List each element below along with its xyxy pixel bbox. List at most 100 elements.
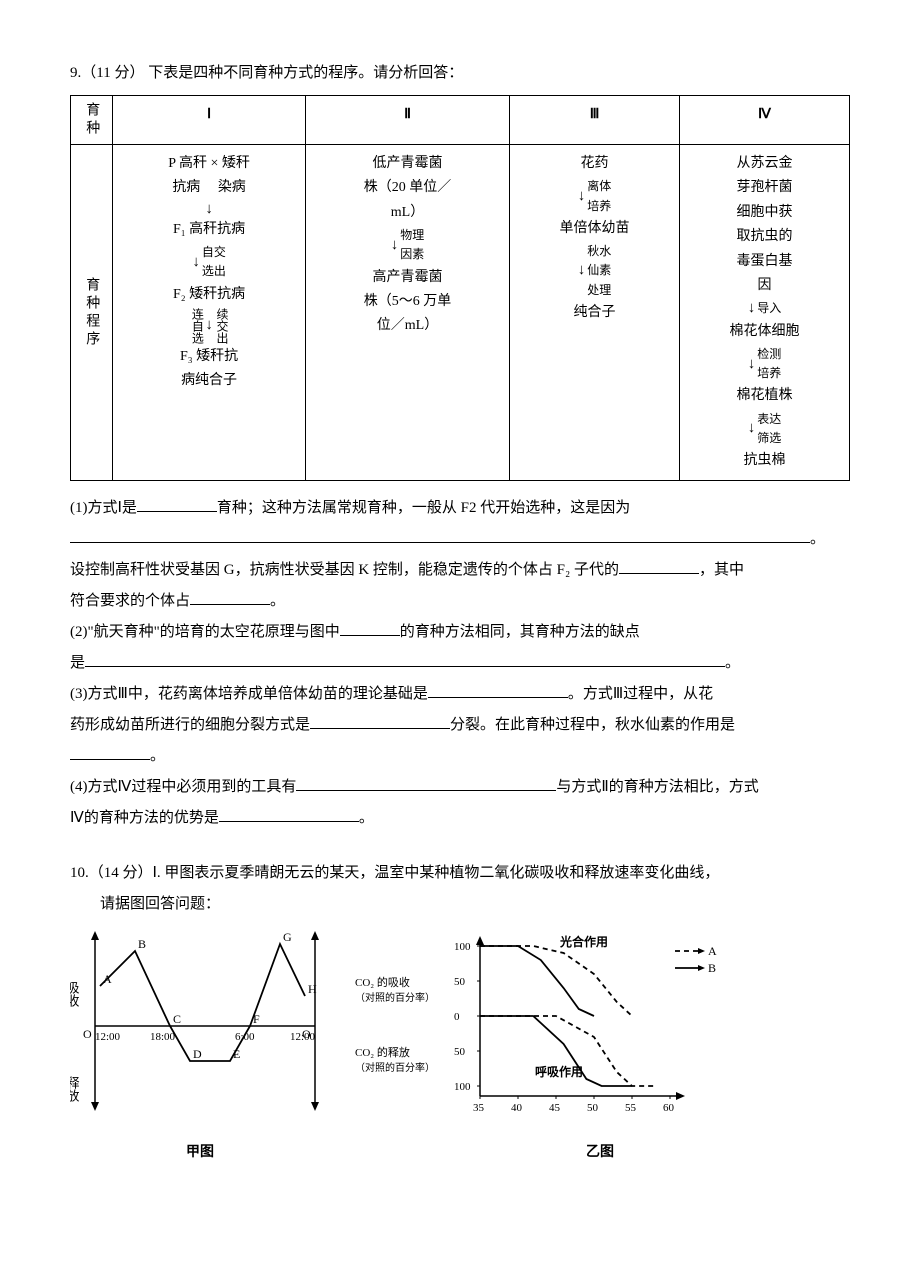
charts-row: 吸收释放OO12:0018:006:0012:00ABCDEFGH 甲图 050…	[70, 926, 850, 1165]
chart-jia-wrap: 吸收释放OO12:0018:006:0012:00ABCDEFGH 甲图	[70, 926, 330, 1165]
q9-p4a: (2)"航天育种"的培育的太空花原理与图中	[70, 624, 340, 640]
q9-p1-line: 。	[70, 526, 850, 553]
svg-text:（对照的百分率）: （对照的百分率）	[355, 991, 435, 1004]
svg-text:60: 60	[663, 1102, 675, 1114]
c2-note: 物理 因素	[400, 226, 424, 264]
c3-nb3: 处理	[587, 283, 611, 297]
svg-text:45: 45	[549, 1102, 561, 1114]
q10-header: 10.（14 分）Ⅰ. 甲图表示夏季晴朗无云的某天，温室中某种植物二氧化碳吸收和…	[70, 860, 850, 887]
breeding-col-1: P 高秆 × 矮秆 抗病 染病 ↓ F₁ 高秆抗病 ↓ 自交 选出 F₂ 矮秆抗…	[113, 145, 306, 481]
svg-text:H: H	[308, 982, 317, 996]
svg-text:6:00: 6:00	[235, 1031, 255, 1043]
breeding-col-3: 花药 ↓ 离体 培养 单倍体幼苗 ↓ 秋水 仙素 处理 纯合子	[510, 145, 680, 481]
svg-text:光合作用: 光合作用	[559, 934, 608, 949]
q9-p9b: 与方式Ⅱ的育种方法相比，方式	[556, 779, 758, 795]
c3-note-a: 离体 培养	[587, 177, 611, 215]
q9-p2: 设控制高秆性状受基因 G，抗病性状受基因 K 控制，能稳定遗传的个体占 F₂ 子…	[70, 557, 850, 584]
chart-yi: 05010050100354045505560CO₂ 的吸收（对照的百分率）CO…	[350, 926, 750, 1126]
svg-text:O: O	[83, 1027, 92, 1041]
breeding-col-4: 从苏云金 芽孢杆菌 细胞中获 取抗虫的 毒蛋白基 因 ↓ 导入 棉花体细胞 ↓ …	[680, 145, 850, 481]
c1-p-left: P 高秆	[168, 156, 207, 171]
c3-note-b: 秋水 仙素 处理	[587, 242, 611, 300]
chart-yi-caption: 乙图	[350, 1140, 750, 1165]
q9-p8: 。	[70, 743, 850, 770]
svg-text:50: 50	[454, 1046, 466, 1058]
c4-n1: 导入	[757, 299, 781, 318]
q9-p3: 符合要求的个体占。	[70, 588, 850, 615]
c4-l1: 从苏云金	[688, 153, 841, 175]
blank	[340, 620, 400, 636]
svg-text:CO₂ 的释放: CO₂ 的释放	[355, 1045, 410, 1059]
c3-nb2: 仙素	[587, 263, 611, 277]
chart-jia: 吸收释放OO12:0018:006:0012:00ABCDEFGH	[70, 926, 330, 1126]
c4-l7: 棉花体细胞	[688, 321, 841, 343]
q9-p10b: 。	[359, 810, 374, 826]
c1-cross: ×	[211, 156, 219, 171]
c4-n2: 检测 培养	[757, 345, 781, 383]
blank	[190, 589, 270, 605]
c2-a1: 低产青霉菌	[314, 153, 501, 175]
rowlabel-side: 育种程序	[71, 145, 113, 481]
c1-f2: F₂ 矮秆抗病	[121, 284, 297, 306]
c4-l4: 取抗虫的	[688, 226, 841, 248]
breeding-table: 育种 Ⅰ Ⅱ Ⅲ Ⅳ 育种程序 P 高秆 × 矮秆 抗病 染病 ↓ F₁ 高秆抗…	[70, 95, 850, 481]
c3-a: 花药	[518, 153, 671, 175]
c2-a3: mL）	[314, 202, 501, 224]
svg-text:35: 35	[473, 1102, 485, 1114]
chart-yi-wrap: 05010050100354045505560CO₂ 的吸收（对照的百分率）CO…	[350, 926, 750, 1165]
arrow-icon: ↓	[578, 189, 586, 204]
c3-nb1: 秋水	[587, 244, 611, 258]
q9-p4b: 的育种方法相同，其育种方法的缺点	[400, 624, 640, 640]
c4-l5: 毒蛋白基	[688, 251, 841, 273]
svg-text:0: 0	[454, 1011, 460, 1023]
svg-text:50: 50	[587, 1102, 599, 1114]
blank	[85, 651, 725, 667]
arrow-icon: ↓	[748, 357, 756, 372]
q9-p7b: 分裂。在此育种过程中，秋水仙素的作用是	[450, 717, 735, 733]
c1-p2-right: 染病	[218, 180, 246, 195]
svg-text:吸收: 吸收	[70, 981, 80, 1007]
col-header-4: Ⅳ	[680, 96, 850, 145]
rowlabel-top: 育种	[71, 96, 113, 145]
q9-p6b: 。方式Ⅲ过程中，从花	[568, 686, 713, 702]
arrow-icon: ↓	[121, 202, 297, 217]
blank	[70, 527, 810, 543]
c1-f2-note-r: 续交出	[215, 308, 228, 344]
q9-p9: (4)方式Ⅳ过程中必须用到的工具有与方式Ⅱ的育种方法相比，方式	[70, 774, 850, 801]
q9-p10a: Ⅳ的育种方法的优势是	[70, 810, 219, 826]
svg-text:100: 100	[454, 941, 471, 953]
blank	[137, 496, 217, 512]
arrow-icon: ↓	[391, 238, 399, 253]
q9-p7a: 药形成幼苗所进行的细胞分裂方式是	[70, 717, 310, 733]
q9-p7: 药形成幼苗所进行的细胞分裂方式是 分裂。在此育种过程中，秋水仙素的作用是	[70, 712, 850, 739]
q9-p10: Ⅳ的育种方法的优势是 。	[70, 805, 850, 832]
q9-p4: (2)"航天育种"的培育的太空花原理与图中 的育种方法相同，其育种方法的缺点	[70, 619, 850, 646]
arrow-icon: ↓	[748, 421, 756, 436]
q9-p6a: (3)方式Ⅲ中，花药离体培养成单倍体幼苗的理论基础是	[70, 686, 428, 702]
blank	[619, 558, 699, 574]
c4-l9: 抗虫棉	[688, 450, 841, 472]
q9-p3a: 符合要求的个体占	[70, 593, 190, 609]
c3-c: 纯合子	[518, 302, 671, 324]
q9-p6: (3)方式Ⅲ中，花药离体培养成单倍体幼苗的理论基础是 。方式Ⅲ过程中，从花	[70, 681, 850, 708]
c1-f1-note2: 选出	[202, 264, 226, 278]
svg-text:G: G	[283, 930, 292, 944]
q9-p2a: 设控制高秆性状受基因 G，抗病性状受基因 K 控制，能稳定遗传的个体占 F₂ 子…	[70, 562, 619, 578]
c1-f3: F₃ 矮秆抗	[121, 346, 297, 368]
chart-jia-caption: 甲图	[70, 1140, 330, 1165]
svg-text:释放: 释放	[70, 1076, 80, 1103]
svg-text:A: A	[708, 944, 717, 958]
svg-text:B: B	[138, 937, 146, 951]
q9-p1: (1)方式Ⅰ是育种；这种方法属常规育种，一般从 F2 代开始选种，这是因为	[70, 495, 850, 522]
arrow-icon: ↓	[578, 263, 586, 278]
blank	[219, 806, 359, 822]
q9-p1a: (1)方式Ⅰ是	[70, 500, 137, 516]
c4-n3: 表达 筛选	[757, 410, 781, 448]
svg-text:E: E	[233, 1047, 240, 1061]
blank	[310, 713, 450, 729]
c4-l6: 因	[688, 275, 841, 297]
c2-b2: 株（5～6 万单	[314, 291, 501, 313]
svg-text:12:00: 12:00	[290, 1031, 316, 1043]
c4-n2a: 检测	[757, 347, 781, 361]
svg-text:CO₂ 的吸收: CO₂ 的吸收	[355, 975, 410, 989]
